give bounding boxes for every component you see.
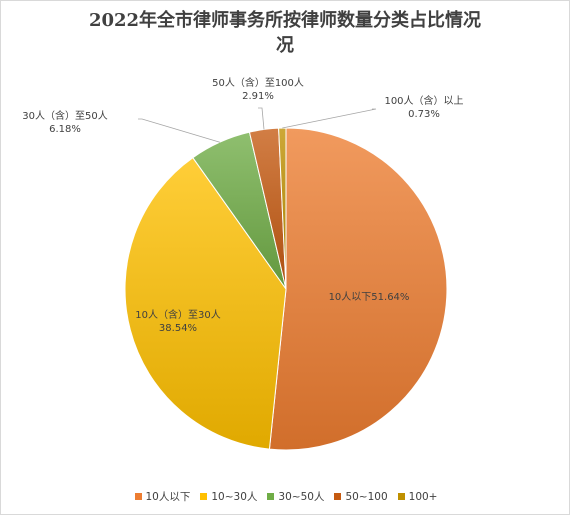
chart-title-line-1: 2022年全市律师事务所按律师数量分类占比情况 [88,10,482,31]
legend-item-3: 30~50人 [267,489,324,504]
leader-line-5 [282,108,377,129]
legend-swatch [397,493,405,500]
legend-swatch [267,493,275,500]
legend-label: 10~30人 [211,491,258,503]
legend-label: 100+ [408,490,438,503]
chart-title: 2022年全市律师事务所按律师数量分类占比情况 况 [60,8,510,58]
legend-item-5: 100+ [397,489,438,504]
data-label-5: 100人（含）以上 0.73% [384,94,463,120]
pie-slice-2 [124,156,287,450]
pie-slice-1 [268,127,448,451]
legend-label: 10人以下 [145,491,191,503]
data-label-1: 10人以下51.64% [329,291,410,303]
legend-item-1: 10人以下 [134,489,191,504]
legend-swatch [334,493,342,500]
legend-swatch [134,493,142,500]
chart-title-line-2: 况 [276,35,294,56]
data-label-3: 30人（含）至50人 6.18% [22,109,107,135]
leader-line-3 [138,118,221,143]
legend-label: 50~100 [345,490,388,503]
legend-item-4: 50~100 [334,489,388,504]
leader-line-4 [258,107,265,130]
legend-label: 30~50人 [278,491,325,503]
legend-swatch [200,493,208,500]
data-label-4: 50人（含）至100人 2.91% [212,76,304,102]
data-label-2: 10人（含）至30人 38.54% [135,308,220,334]
legend-item-2: 10~30人 [200,489,257,504]
chart-legend: 10人以下 10~30人 30~50人 50~100 100+ [0,489,572,504]
